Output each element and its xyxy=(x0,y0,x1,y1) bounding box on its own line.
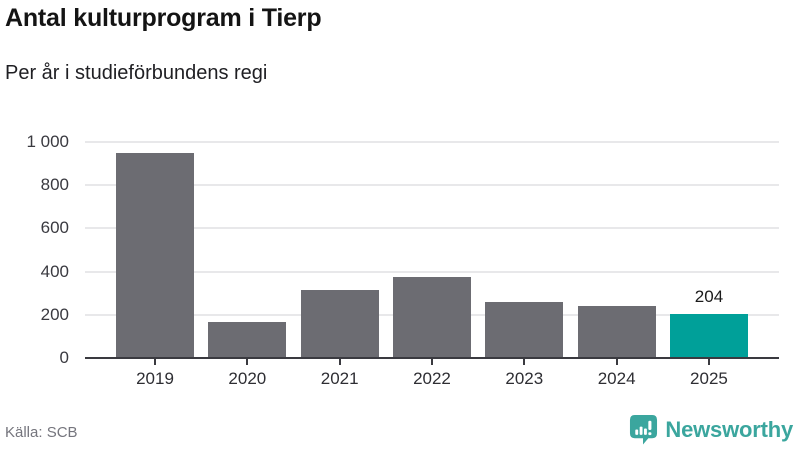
source-note: Källa: SCB xyxy=(5,424,78,441)
gridline-1000 xyxy=(85,141,779,143)
gridline-800 xyxy=(85,184,779,187)
newsworthy-logo-icon xyxy=(629,414,658,445)
bar-2022 xyxy=(392,277,471,358)
bar-2023 xyxy=(485,301,564,358)
bar-2025-highlighted xyxy=(669,313,748,358)
newsworthy-brand-link[interactable]: Newsworthy xyxy=(629,414,793,445)
bar-2020 xyxy=(208,322,287,358)
bars-container: 2019 2020 2021 2022 2023 2024 2025 204 xyxy=(85,142,779,388)
gridline-600 xyxy=(85,227,779,230)
x-tick-2021 xyxy=(338,359,341,365)
y-tick-label-400: 400 xyxy=(40,261,69,281)
x-tick-label-2023: 2023 xyxy=(505,369,544,388)
bar-group-2023: 2023 xyxy=(485,142,564,388)
y-tick-label-600: 600 xyxy=(40,218,69,238)
page-title: Antal kulturprogram i Tierp xyxy=(5,4,322,32)
bar-group-2024: 2024 xyxy=(577,142,656,388)
x-tick-2022 xyxy=(430,359,433,365)
bar-group-2025: 2025 204 xyxy=(669,142,748,388)
bar-group-2021: 2021 xyxy=(300,142,379,388)
x-tick-2023 xyxy=(523,359,526,365)
x-tick-label-2022: 2022 xyxy=(413,369,451,388)
x-tick-label-2024: 2024 xyxy=(597,369,636,388)
gridline-400 xyxy=(85,270,779,273)
x-tick-2020 xyxy=(246,359,249,365)
y-tick-label-200: 200 xyxy=(40,304,69,324)
bar-2024 xyxy=(577,306,656,358)
x-axis-baseline xyxy=(85,357,779,359)
newsworthy-wordmark: Newsworthy xyxy=(665,416,793,442)
y-tick-label-800: 800 xyxy=(40,175,69,195)
bar-2021 xyxy=(300,289,379,358)
bar-2019 xyxy=(116,152,194,358)
x-tick-2025 xyxy=(707,359,710,365)
bar-group-2019: 2019 xyxy=(116,142,194,388)
y-tick-label-1000: 1 000 xyxy=(26,132,69,151)
page-subtitle: Per år i studieförbundens regi xyxy=(5,62,268,84)
x-tick-2024 xyxy=(615,359,618,365)
x-tick-label-2021: 2021 xyxy=(320,369,359,388)
x-tick-label-2019: 2019 xyxy=(136,369,174,388)
y-tick-label-0: 0 xyxy=(59,348,69,367)
x-tick-2019 xyxy=(154,359,156,365)
x-tick-label-2025: 2025 xyxy=(690,369,728,388)
x-tick-label-2020: 2020 xyxy=(228,369,267,388)
bar-group-2022: 2022 xyxy=(392,142,471,388)
bar-chart: 0 200 400 600 800 1 000 2019 2020 2021 2022 2023 20… xyxy=(26,132,779,388)
value-label-2025: 204 xyxy=(694,286,724,306)
bar-group-2020: 2020 xyxy=(208,142,287,388)
